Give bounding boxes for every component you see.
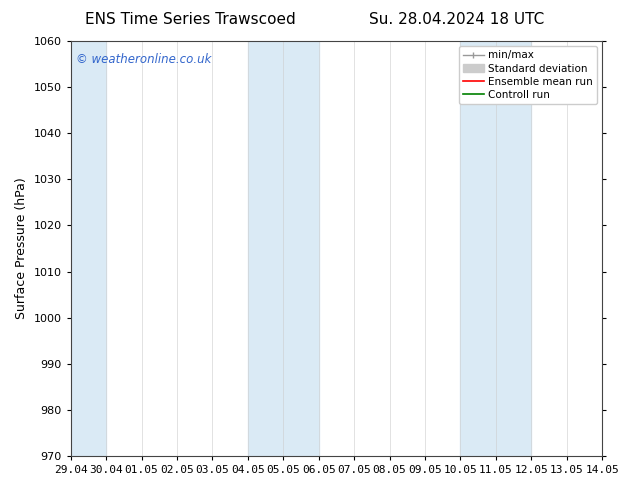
Text: © weatheronline.co.uk: © weatheronline.co.uk xyxy=(76,53,211,67)
Y-axis label: Surface Pressure (hPa): Surface Pressure (hPa) xyxy=(15,178,28,319)
Bar xyxy=(248,41,319,456)
Text: ENS Time Series Trawscoed: ENS Time Series Trawscoed xyxy=(85,12,295,27)
Bar xyxy=(460,41,531,456)
Text: Su. 28.04.2024 18 UTC: Su. 28.04.2024 18 UTC xyxy=(369,12,544,27)
Bar xyxy=(71,41,106,456)
Legend: min/max, Standard deviation, Ensemble mean run, Controll run: min/max, Standard deviation, Ensemble me… xyxy=(459,46,597,104)
